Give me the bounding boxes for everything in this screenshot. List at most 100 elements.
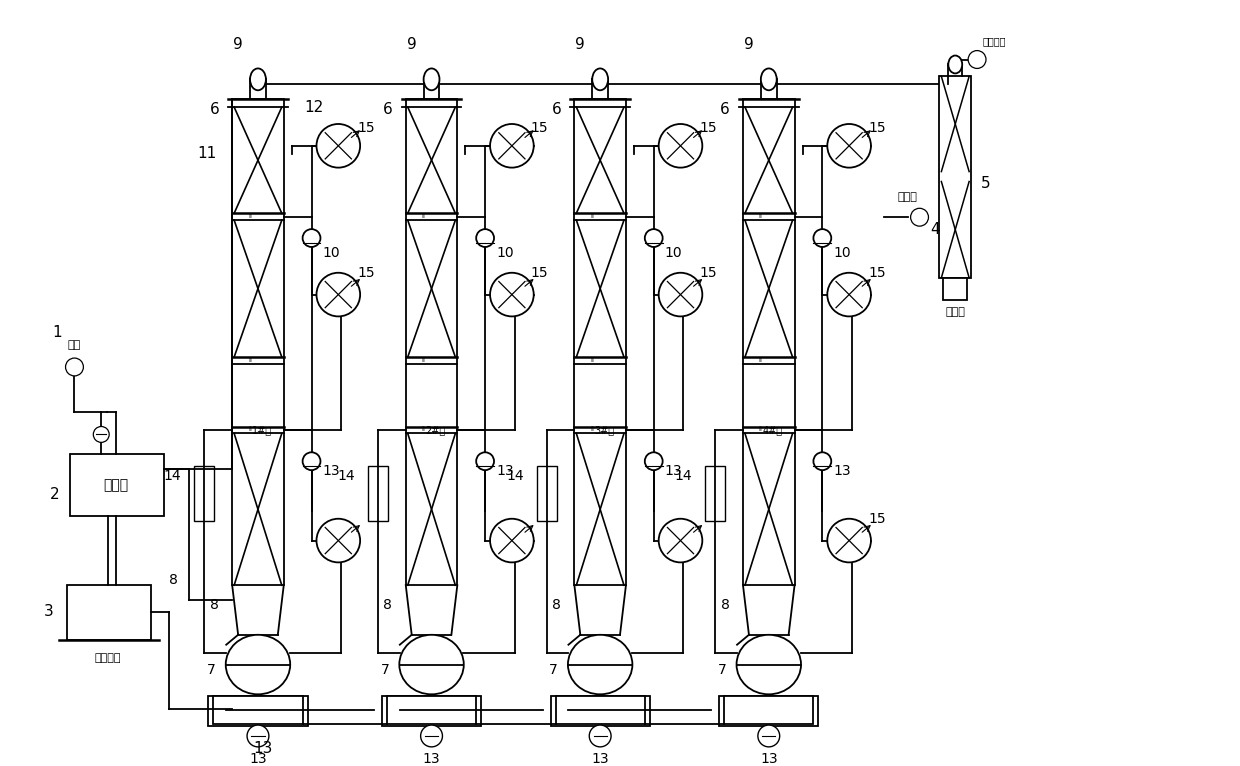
Text: 14: 14 bbox=[675, 469, 692, 483]
Circle shape bbox=[303, 229, 320, 247]
Circle shape bbox=[316, 273, 360, 316]
Bar bbox=[213, 696, 303, 724]
Text: 2: 2 bbox=[50, 487, 60, 502]
Text: 9: 9 bbox=[575, 37, 585, 52]
Text: 14: 14 bbox=[337, 469, 355, 483]
Ellipse shape bbox=[399, 635, 464, 694]
Circle shape bbox=[247, 725, 269, 747]
Text: 稀硝酸罐: 稀硝酸罐 bbox=[95, 653, 122, 663]
Text: 13: 13 bbox=[496, 464, 513, 478]
Circle shape bbox=[645, 452, 662, 470]
Text: 6: 6 bbox=[552, 102, 562, 116]
Text: 15: 15 bbox=[699, 121, 717, 135]
Text: 压缩机: 压缩机 bbox=[104, 478, 129, 492]
Text: 14: 14 bbox=[506, 469, 523, 483]
Circle shape bbox=[490, 124, 533, 168]
Text: 10: 10 bbox=[665, 246, 682, 260]
Text: 6: 6 bbox=[720, 102, 730, 116]
Circle shape bbox=[968, 51, 986, 68]
Text: 15: 15 bbox=[699, 266, 717, 280]
Text: 消音塔: 消音塔 bbox=[945, 307, 965, 317]
Circle shape bbox=[813, 452, 831, 470]
Text: 尾气排空: 尾气排空 bbox=[982, 37, 1006, 47]
Bar bbox=[719, 696, 818, 726]
Text: 8: 8 bbox=[210, 598, 218, 612]
Text: 废盐水: 废盐水 bbox=[898, 192, 918, 202]
Circle shape bbox=[476, 229, 494, 247]
Ellipse shape bbox=[250, 68, 265, 90]
Text: 6: 6 bbox=[383, 102, 393, 116]
Bar bbox=[382, 696, 481, 726]
Text: 12: 12 bbox=[304, 100, 324, 115]
Circle shape bbox=[910, 208, 929, 226]
Circle shape bbox=[490, 273, 533, 316]
Text: ii: ii bbox=[422, 427, 425, 433]
Text: 9: 9 bbox=[233, 37, 243, 52]
Circle shape bbox=[589, 725, 611, 747]
Text: ii: ii bbox=[759, 427, 763, 433]
Bar bbox=[551, 696, 650, 726]
Ellipse shape bbox=[761, 68, 776, 90]
Text: 13: 13 bbox=[249, 751, 267, 766]
Bar bbox=[368, 466, 388, 521]
Text: 15: 15 bbox=[357, 266, 374, 280]
Text: ii: ii bbox=[248, 357, 252, 363]
Text: ii: ii bbox=[759, 357, 763, 363]
Text: 8: 8 bbox=[720, 598, 729, 612]
Circle shape bbox=[658, 519, 702, 562]
Text: 15: 15 bbox=[868, 266, 885, 280]
Ellipse shape bbox=[568, 635, 632, 694]
Text: 15: 15 bbox=[868, 512, 885, 525]
Bar bbox=[69, 454, 164, 516]
Bar bbox=[940, 77, 971, 278]
Text: 15: 15 bbox=[531, 121, 548, 135]
Text: 13: 13 bbox=[423, 751, 440, 766]
Text: ii: ii bbox=[590, 213, 594, 219]
Text: 8: 8 bbox=[169, 573, 179, 588]
Text: 13: 13 bbox=[591, 751, 609, 766]
Bar bbox=[195, 466, 215, 521]
Text: ii: ii bbox=[590, 427, 594, 433]
Text: 8: 8 bbox=[383, 598, 392, 612]
Text: 13: 13 bbox=[253, 741, 273, 756]
Bar bbox=[574, 99, 626, 585]
Text: 3: 3 bbox=[43, 604, 53, 620]
Text: 15: 15 bbox=[868, 121, 885, 135]
Text: 5: 5 bbox=[981, 176, 991, 191]
Text: 9: 9 bbox=[407, 37, 417, 52]
Text: ii: ii bbox=[248, 213, 252, 219]
Bar bbox=[537, 466, 557, 521]
Bar bbox=[67, 585, 151, 640]
Text: 13: 13 bbox=[760, 751, 777, 766]
Bar bbox=[387, 696, 476, 724]
Text: ii: ii bbox=[590, 357, 594, 363]
Text: ii: ii bbox=[422, 357, 425, 363]
Text: 15: 15 bbox=[357, 121, 374, 135]
Text: 7: 7 bbox=[718, 663, 727, 676]
Text: 废气: 废气 bbox=[68, 340, 81, 350]
Circle shape bbox=[758, 725, 780, 747]
Bar bbox=[556, 696, 645, 724]
Text: 15: 15 bbox=[531, 266, 548, 280]
Text: 9: 9 bbox=[744, 37, 754, 52]
Circle shape bbox=[303, 452, 320, 470]
Text: 13: 13 bbox=[322, 464, 340, 478]
Text: ii: ii bbox=[248, 427, 252, 433]
Bar bbox=[405, 99, 458, 585]
Ellipse shape bbox=[593, 68, 608, 90]
Text: 7: 7 bbox=[549, 663, 558, 676]
Bar bbox=[706, 466, 725, 521]
Circle shape bbox=[658, 124, 702, 168]
Text: ii: ii bbox=[759, 213, 763, 219]
Text: 3#塔: 3#塔 bbox=[594, 425, 614, 435]
Bar bbox=[743, 99, 795, 585]
Text: 13: 13 bbox=[833, 464, 851, 478]
Text: 7: 7 bbox=[381, 663, 389, 676]
Ellipse shape bbox=[737, 635, 801, 694]
Circle shape bbox=[827, 519, 870, 562]
Circle shape bbox=[827, 273, 870, 316]
Text: 2#塔: 2#塔 bbox=[425, 425, 445, 435]
Circle shape bbox=[813, 229, 831, 247]
Text: ii: ii bbox=[422, 213, 425, 219]
Text: 1#塔: 1#塔 bbox=[252, 425, 272, 435]
